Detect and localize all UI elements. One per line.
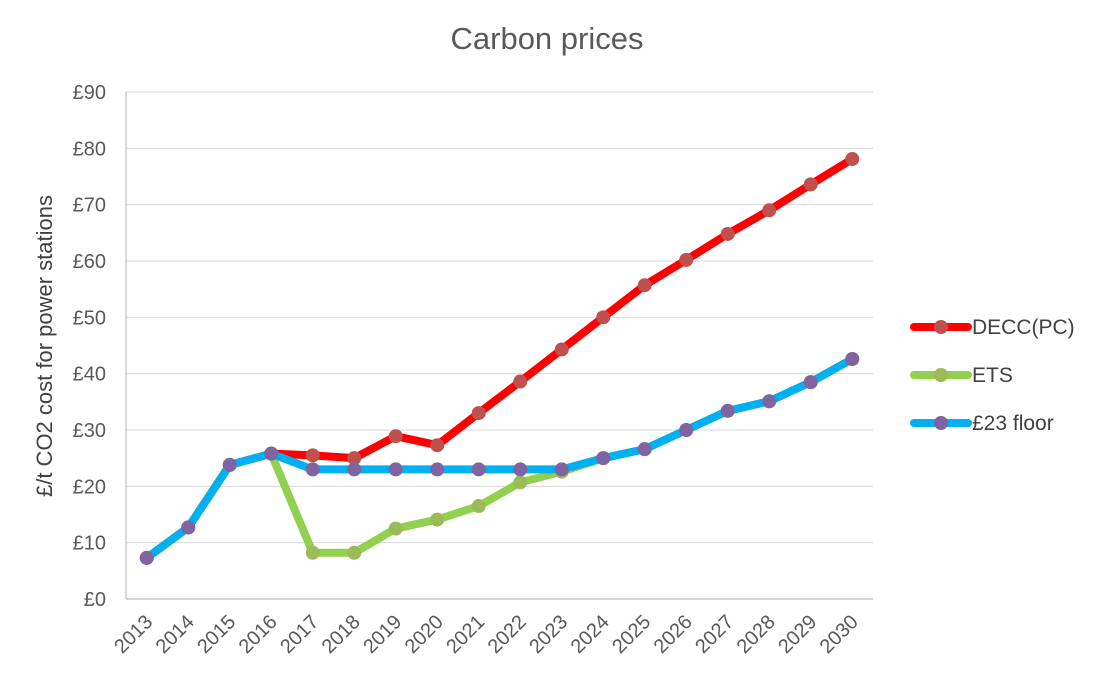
- data-point: [762, 203, 777, 218]
- data-point: [637, 442, 652, 457]
- y-tick-label: £50: [73, 307, 106, 329]
- x-tick-label: 2023: [525, 611, 572, 658]
- series-line: [142, 355, 857, 562]
- x-tick-label: 2017: [276, 611, 323, 658]
- legend-entry: DECC(PC): [910, 316, 1075, 339]
- legend: DECC(PC) ETS £23 floor: [910, 316, 1075, 435]
- y-tick-labels: £0 £10 £20 £30 £40 £50 £60 £70 £80 £90: [73, 82, 106, 611]
- x-tick-label: 2022: [484, 611, 531, 658]
- data-point: [762, 394, 777, 409]
- x-tick-label: 2030: [816, 611, 863, 658]
- legend-label: ETS: [972, 364, 1013, 387]
- data-point: [430, 512, 445, 527]
- data-point: [222, 457, 237, 472]
- data-point: [471, 406, 486, 421]
- series-lines: [139, 152, 860, 565]
- x-tick-label: 2020: [401, 611, 448, 658]
- x-tick-label: 2027: [691, 611, 738, 658]
- x-tick-label: 2015: [193, 611, 240, 658]
- data-point: [430, 462, 445, 477]
- data-point: [720, 403, 735, 418]
- y-tick-label: £90: [73, 82, 106, 104]
- x-tick-labels: 2013201420152016201720182019202020212022…: [110, 611, 863, 658]
- chart-title: Carbon prices: [451, 21, 644, 56]
- data-point: [347, 462, 362, 477]
- legend-swatch-marker: [934, 368, 948, 382]
- data-point: [264, 446, 279, 461]
- data-point: [471, 462, 486, 477]
- x-tick-label: 2013: [110, 611, 157, 658]
- x-tick-label: 2024: [567, 611, 614, 658]
- y-tick-label: £30: [73, 420, 106, 442]
- data-point: [845, 152, 860, 167]
- y-tick-label: £0: [84, 589, 106, 611]
- x-tick-label: 2028: [733, 611, 780, 658]
- x-tick-label: 2026: [650, 611, 697, 658]
- data-point: [388, 462, 403, 477]
- legend-entry: £23 floor: [910, 412, 1054, 435]
- data-point: [720, 226, 735, 241]
- data-point: [471, 499, 486, 514]
- data-point: [181, 520, 196, 535]
- data-point: [513, 374, 528, 389]
- data-point: [430, 438, 445, 453]
- data-point: [305, 545, 320, 560]
- data-point: [596, 310, 611, 325]
- series-2: [139, 352, 860, 565]
- y-tick-label: £40: [73, 364, 106, 386]
- y-tick-label: £10: [73, 533, 106, 555]
- legend-swatch-marker: [934, 320, 948, 334]
- data-point: [554, 462, 569, 477]
- data-point: [513, 462, 528, 477]
- data-point: [679, 423, 694, 437]
- series-0: [139, 152, 860, 565]
- y-axis-label: £/t CO2 cost for power stations: [32, 195, 57, 497]
- legend-label: £23 floor: [972, 412, 1054, 435]
- data-point: [347, 451, 362, 466]
- y-tick-label: £70: [73, 195, 106, 217]
- axes: [125, 92, 873, 600]
- x-tick-label: 2025: [608, 611, 655, 658]
- data-point: [305, 448, 320, 463]
- y-tick-label: £60: [73, 251, 106, 273]
- x-tick-label: 2021: [442, 611, 489, 658]
- legend-swatch-marker: [934, 416, 948, 430]
- data-point: [803, 177, 818, 192]
- x-tick-label: 2018: [318, 611, 365, 658]
- data-point: [513, 475, 528, 490]
- data-point: [803, 375, 818, 390]
- legend-entry: ETS: [910, 364, 1013, 387]
- data-point: [554, 342, 569, 357]
- x-tick-label: 2014: [152, 611, 199, 658]
- x-tick-label: 2029: [774, 611, 821, 658]
- y-tick-label: £80: [73, 138, 106, 160]
- data-point: [637, 278, 652, 293]
- data-point: [845, 352, 860, 367]
- y-tick-label: £20: [73, 476, 106, 498]
- legend-label: DECC(PC): [972, 316, 1075, 339]
- data-point: [388, 429, 403, 444]
- x-tick-label: 2016: [235, 611, 282, 658]
- x-tick-label: 2019: [359, 611, 406, 658]
- data-point: [388, 521, 403, 536]
- data-point: [347, 545, 362, 560]
- gridlines: [126, 91, 873, 544]
- data-point: [305, 462, 320, 477]
- data-point: [596, 451, 611, 466]
- data-point: [139, 550, 154, 565]
- data-point: [679, 252, 694, 267]
